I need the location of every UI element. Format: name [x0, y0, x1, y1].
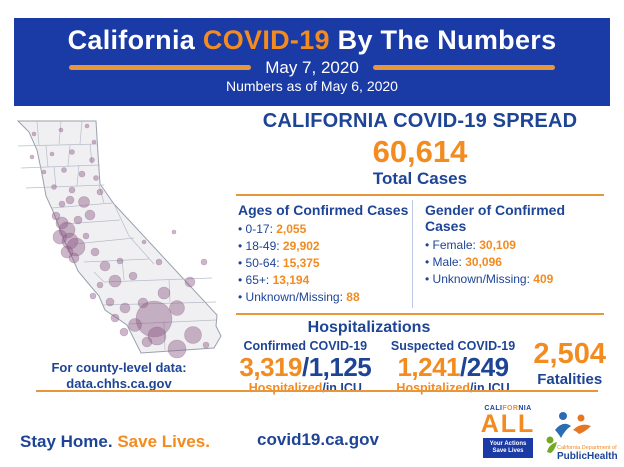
ages-value: 29,902 [282, 239, 320, 253]
ages-section: Ages of Confirmed Cases 0-17: 2,055 18-4… [234, 200, 412, 308]
caall-post: NIA [518, 405, 532, 412]
case-bubbles [29, 123, 210, 359]
confirmed-caption-icu: /in ICU [322, 381, 362, 395]
gender-item-unknown: Unknown/Missing: 409 [425, 271, 604, 288]
caall-tagline-box: Your Actions Save Lives [483, 438, 533, 458]
caall-tagline-line1: Your Actions [489, 441, 527, 447]
gender-label: Unknown/Missing: [432, 272, 534, 286]
gender-label: Female: [432, 238, 480, 252]
hospitalizations-section: Hospitalizations Confirmed COVID-19 3,31… [234, 319, 606, 395]
gender-item-female: Female: 30,109 [425, 237, 604, 254]
fatalities-value: 2,504 [533, 338, 606, 370]
ages-label: 50-64: [245, 256, 283, 270]
divider-rule-middle [236, 313, 604, 315]
gender-list: Female: 30,109 Male: 30,096 Unknown/Miss… [425, 237, 604, 288]
suspected-caption: Hospitalized/in ICU [383, 381, 524, 395]
suspected-caption-icu: /in ICU [470, 381, 510, 395]
ages-label: 18-49: [245, 239, 283, 253]
california-for-all-wordmark: CALIFORNIA [479, 405, 537, 413]
gender-value: 30,096 [465, 255, 502, 269]
public-health-figures-icon [546, 412, 591, 453]
suspected-hospitalized-value: 1,241 [397, 352, 461, 382]
gender-title: Gender of Confirmed Cases [425, 202, 566, 234]
title-part-1: California [67, 25, 203, 55]
confirmed-label: Confirmed COVID-19 [243, 339, 368, 353]
cdph-name-text: PublicHealth [557, 451, 618, 462]
fatalities-label: Fatalities [537, 371, 603, 388]
statistics-panel: CALIFORNIA COVID-19 SPREAD 60,614 Total … [234, 110, 606, 395]
ages-value: 15,375 [282, 256, 320, 270]
title-covid19: COVID-19 [202, 25, 330, 55]
caall-pre: CALI [484, 405, 503, 412]
title-part-2: By The Numbers [329, 25, 557, 55]
ages-item-18-49: 18-49: 29,902 [238, 238, 410, 255]
california-outline [16, 120, 222, 354]
spread-section-title: CALIFORNIA COVID-19 SPREAD [262, 110, 578, 132]
gender-value: 409 [533, 272, 554, 286]
caall-tagline-line2: Save Lives [492, 448, 524, 454]
confirmed-values: 3,319/1,125 [234, 353, 377, 381]
ages-value: 88 [346, 290, 360, 304]
suspected-caption-hospitalized: Hospitalized [396, 381, 471, 395]
gender-item-male: Male: 30,096 [425, 254, 604, 271]
public-health-logo: California Department of PublicHealth [541, 410, 619, 462]
county-data-caption-line1: For county-level data: [51, 360, 187, 375]
date-divider-right [372, 64, 555, 70]
hospitalizations-title: Hospitalizations [307, 319, 431, 336]
suspected-covid-block: Suspected COVID-19 1,241/249 Hospitalize… [383, 339, 524, 395]
divider-rule-bottom [36, 390, 598, 392]
fatalities-block: 2,504 Fatalities [533, 339, 606, 388]
ages-label: 65+: [245, 273, 273, 287]
save-lives-text: Save Lives. [112, 432, 210, 451]
confirmed-hospitalized-value: 3,319 [239, 352, 302, 382]
demographics-section: Ages of Confirmed Cases 0-17: 2,055 18-4… [234, 200, 606, 308]
confirmed-covid-block: Confirmed COVID-19 3,319/1,125 Hospitali… [234, 339, 377, 395]
total-cases-label: Total Cases [372, 169, 468, 188]
ages-item-0-17: 0-17: 2,055 [238, 221, 410, 238]
data-as-of-date: Numbers as of May 6, 2020 [226, 78, 398, 94]
gender-value: 30,109 [479, 238, 516, 252]
ages-item-unknown: Unknown/Missing: 88 [238, 289, 410, 306]
date-row: May 7, 2020 [14, 58, 610, 76]
page-title: California COVID-19 By The Numbers [14, 25, 610, 55]
header-banner: California COVID-19 By The Numbers May 7… [14, 18, 610, 106]
confirmed-icu-value: /1,125 [301, 352, 372, 382]
public-health-text: California Department of PublicHealth [557, 445, 619, 462]
ages-label: 0-17: [245, 222, 277, 236]
hospitalizations-row: Confirmed COVID-19 3,319/1,125 Hospitali… [234, 339, 606, 395]
ages-title: Ages of Confirmed Cases [238, 202, 409, 218]
confirmed-caption: Hospitalized/in ICU [234, 381, 377, 395]
california-map-svg [16, 120, 222, 359]
report-date: May 7, 2020 [265, 57, 359, 77]
county-borders [17, 120, 217, 351]
gender-label: Male: [432, 255, 466, 269]
divider-rule-top [236, 194, 604, 196]
stay-home-slogan: Stay Home. Save Lives. [20, 432, 210, 452]
date-divider-left [69, 64, 252, 70]
gender-section: Gender of Confirmed Cases Female: 30,109… [412, 200, 606, 308]
ages-label: Unknown/Missing: [245, 290, 347, 304]
cdph-department-text: California Department of [557, 445, 617, 451]
ages-value: 2,055 [276, 222, 307, 236]
california-bubble-map [4, 112, 230, 360]
california-for-all-logo: CALIFORNIA ALL Your Actions Save Lives [479, 405, 537, 458]
ages-item-50-64: 50-64: 15,375 [238, 255, 410, 272]
county-data-link: data.chhs.ca.gov [66, 376, 172, 391]
ages-value: 13,194 [272, 273, 310, 287]
confirmed-caption-hospitalized: Hospitalized [248, 381, 323, 395]
ages-item-65plus: 65+: 13,194 [238, 272, 410, 289]
ages-list: 0-17: 2,055 18-49: 29,902 50-64: 15,375 … [238, 221, 410, 306]
suspected-label: Suspected COVID-19 [390, 339, 516, 353]
stay-home-text: Stay Home. [20, 432, 113, 451]
total-cases-value: 60,614 [372, 134, 468, 169]
county-data-caption: For county-level data: data.chhs.ca.gov [28, 360, 210, 392]
caall-all-text: ALL [480, 410, 536, 438]
suspected-icu-value: /249 [460, 352, 509, 382]
suspected-values: 1,241/249 [383, 353, 524, 381]
covid19-website-link: covid19.ca.gov [257, 430, 379, 449]
caall-for: FOR [502, 405, 519, 412]
